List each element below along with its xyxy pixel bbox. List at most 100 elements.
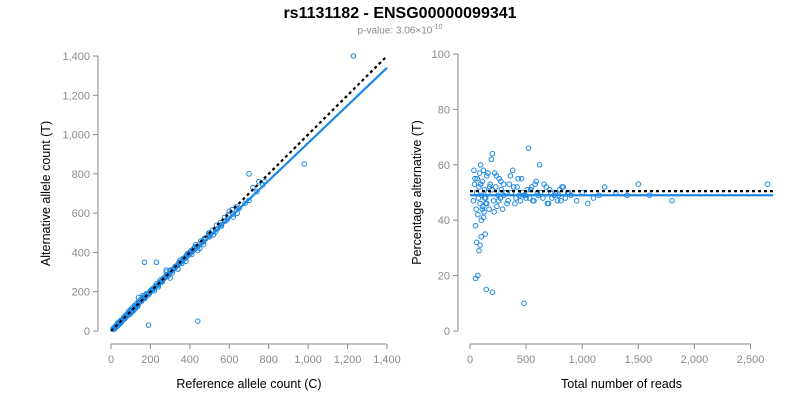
right-data-point [533, 178, 540, 185]
right-data-point [471, 181, 478, 187]
right-data-point [499, 206, 506, 212]
right-data-point [484, 200, 490, 207]
right-data-point [484, 173, 490, 179]
left-data-point [205, 230, 212, 236]
right-y-tick-label: 80 [438, 104, 450, 116]
right-data-point [491, 170, 498, 176]
left-data-point [153, 259, 160, 266]
right-data-point [477, 242, 483, 248]
right-data-point [480, 167, 487, 174]
right-x-tick-label: 2,500 [737, 354, 765, 366]
right-data-point [635, 181, 642, 187]
right-data-point [528, 184, 535, 190]
right-data-point [480, 203, 486, 210]
right-y-tick-label: 40 [438, 215, 450, 227]
right-data-point [491, 209, 497, 215]
right-data-point [477, 162, 484, 168]
right-data-point [496, 175, 502, 182]
right-data-point [764, 181, 771, 187]
right-data-point [489, 150, 496, 157]
left-x-axis-label: Reference allele count (C) [176, 377, 321, 391]
right-data-point [504, 200, 510, 207]
right-data-point [532, 181, 538, 187]
left-x-tick-label: 1,400 [373, 354, 401, 366]
right-data-point [518, 175, 525, 182]
right-data-point [483, 286, 490, 293]
left-y-axis-label: Alternative allele count (T) [39, 121, 53, 266]
right-data-point [573, 198, 580, 204]
left-data-point [221, 214, 228, 221]
right-data-point [524, 186, 531, 193]
right-data-point [510, 184, 517, 190]
right-x-tick-label: 0 [467, 354, 473, 366]
right-data-point [477, 200, 483, 207]
left-data-point [141, 259, 148, 266]
left-data-point [254, 188, 260, 195]
left-data-point [242, 200, 248, 207]
right-data-point [481, 209, 487, 215]
left-x-tick-label: 1,000 [294, 354, 322, 366]
right-x-axis-label: Total number of reads [561, 377, 682, 391]
right-data-point [531, 198, 537, 204]
left-data-point [246, 171, 252, 177]
left-data-point [213, 222, 220, 229]
right-data-point [486, 206, 492, 212]
right-data-point [489, 186, 495, 193]
right-data-point [544, 200, 551, 207]
right-data-point [498, 178, 504, 185]
right-data-point [558, 198, 564, 204]
right-data-point [473, 206, 479, 212]
right-y-axis-label: Percentage alternative (T) [410, 120, 424, 265]
right-data-point [512, 200, 518, 207]
right-data-point [500, 181, 507, 187]
right-data-point [541, 181, 547, 187]
right-data-point [554, 198, 561, 204]
right-data-point [476, 170, 483, 176]
right-data-point [540, 195, 546, 201]
right-data-point [585, 200, 591, 207]
left-x-tick-label: 400 [181, 354, 199, 366]
p-value-exponent: -10 [432, 24, 443, 31]
left-y-tick-label: 1,200 [62, 90, 90, 102]
right-data-point [495, 198, 502, 204]
right-data-point [487, 181, 494, 187]
left-data-point [145, 322, 152, 328]
right-data-point [488, 156, 495, 163]
p-value-label: p-value: 3.06×10 [357, 25, 433, 37]
right-data-point [475, 211, 481, 218]
left-x-tick-label: 200 [141, 354, 159, 366]
right-data-point [470, 198, 477, 204]
right-y-tick-label: 20 [438, 271, 450, 283]
right-data-point [476, 184, 482, 190]
right-x-tick-label: 2,000 [681, 354, 709, 366]
right-y-tick-label: 60 [438, 160, 450, 172]
right-data-point [517, 198, 524, 204]
left-x-tick-label: 800 [260, 354, 278, 366]
right-data-point [478, 234, 485, 240]
right-data-point [472, 175, 478, 182]
right-data-point [479, 178, 486, 185]
left-data-point [229, 206, 236, 213]
left-y-tick-label: 1,400 [62, 51, 90, 63]
left-data-point [206, 233, 213, 240]
left-y-tick-label: 1,000 [62, 130, 90, 142]
right-x-tick-label: 1,000 [568, 354, 596, 366]
right-data-point [482, 231, 488, 237]
right-data-point [493, 184, 499, 190]
right-data-point [525, 145, 532, 151]
right-data-point [536, 162, 543, 168]
right-data-point [477, 181, 484, 187]
right-data-point [560, 184, 566, 190]
right-data-point [513, 195, 519, 201]
left-y-tick-label: 0 [84, 326, 90, 338]
p-value-subtitle: p-value: 3.06×10-10 [0, 24, 800, 36]
left-data-point [217, 219, 224, 226]
right-data-point [505, 198, 511, 204]
right-data-point [490, 198, 497, 204]
right-data-point [601, 184, 608, 190]
left-y-tick-label: 400 [72, 247, 90, 259]
left-data-point [212, 229, 219, 235]
right-data-point [521, 300, 527, 307]
left-data-point [225, 211, 232, 218]
right-data-point [506, 181, 513, 187]
